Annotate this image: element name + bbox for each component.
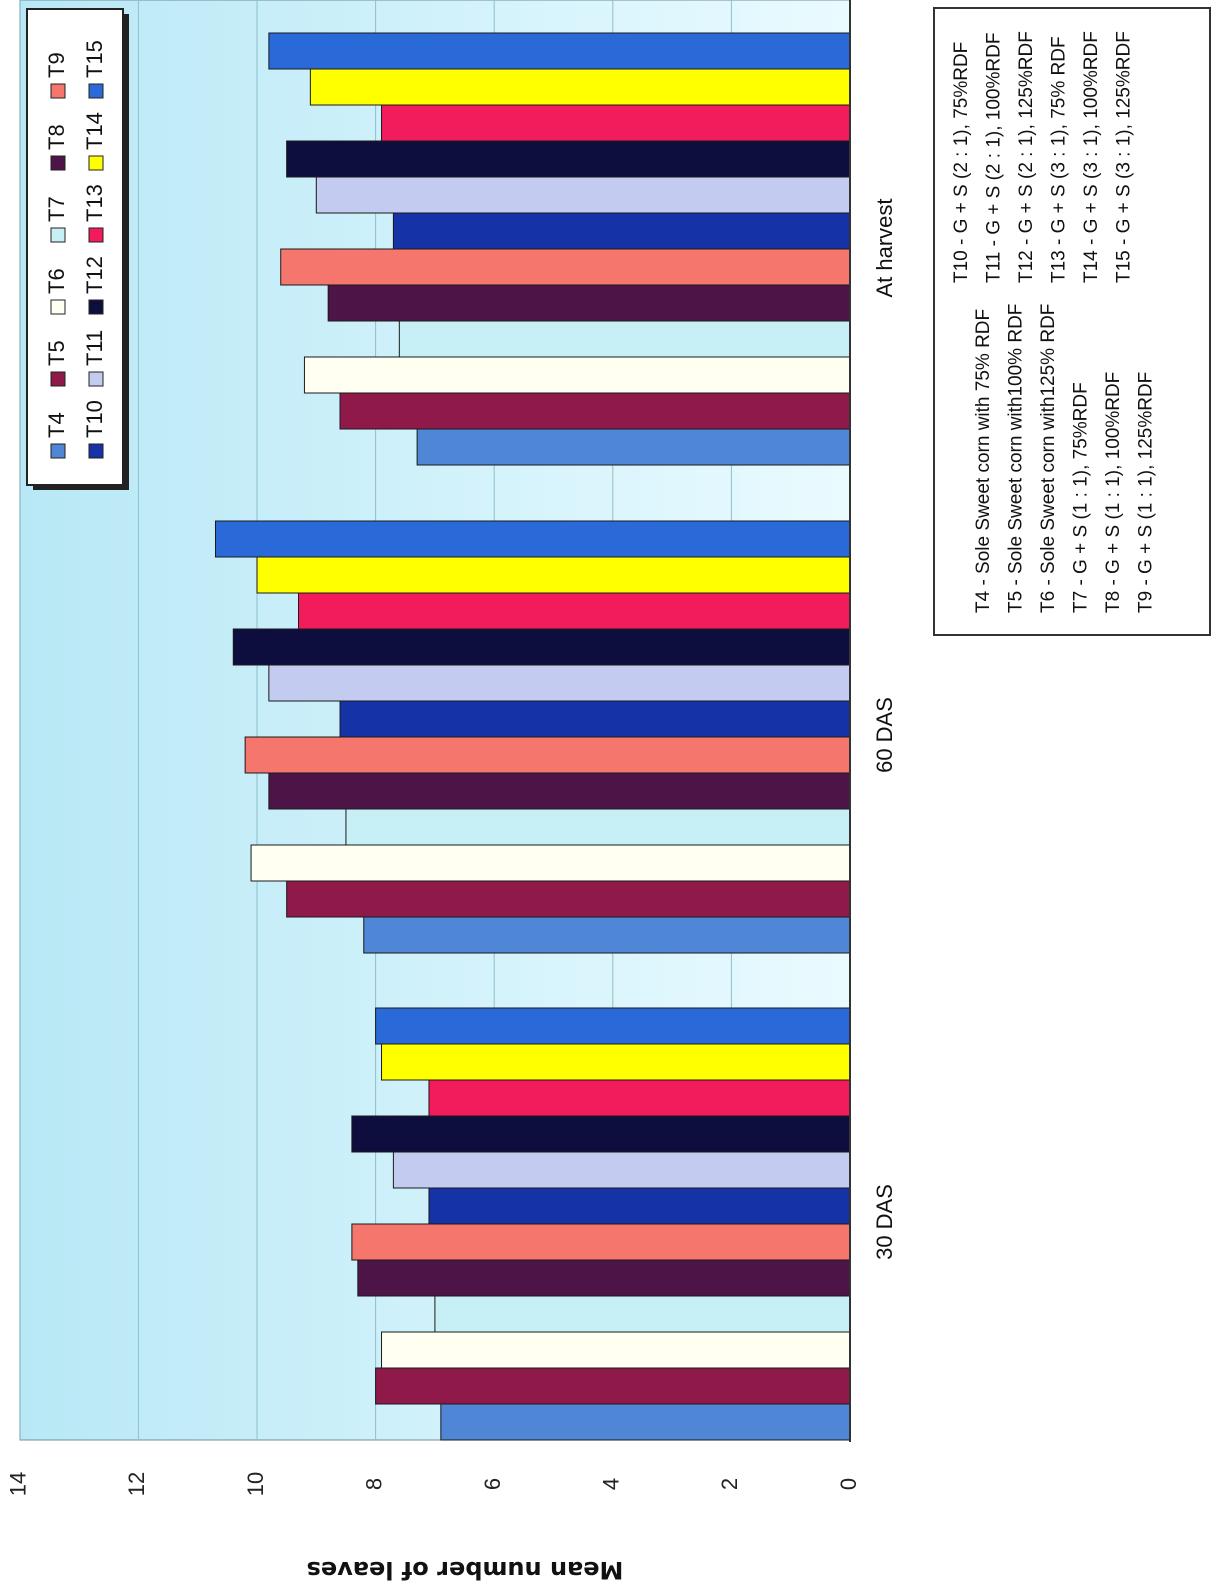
bar-t15-0 [375,1007,851,1045]
tick-label: 4 [599,1478,624,1490]
bar-t11-0 [392,1151,851,1189]
legend-swatch-t13 [88,227,104,243]
note-left-3: T7 - G + S (1 : 1), 75%RDF [1071,382,1092,613]
bar-t10-2 [392,212,851,250]
bar-t10-1 [339,700,851,738]
category-label: 30 DAS [872,1184,897,1260]
legend-label-t8: T8 [44,124,69,150]
bar-t14-1 [256,556,851,594]
tick-label: 10 [243,1472,268,1496]
legend-swatch-t11 [88,371,104,387]
legend-swatch-t6 [50,299,66,315]
bar-t5-1 [286,880,851,918]
bar-t9-0 [351,1223,851,1261]
legend-label-t11: T11 [82,330,107,366]
legend-swatch-t7 [50,227,66,243]
note-left-1: T5 - Sole Sweet corn with100% RDF [1006,304,1027,613]
legend-label-t7: T7 [44,196,69,222]
legend-swatch-t8 [50,155,66,171]
bar-t6-1 [250,844,851,882]
bar-t8-0 [357,1259,851,1297]
legend-swatch-t14 [88,155,104,171]
bar-t8-2 [327,284,851,322]
bar-t12-2 [286,140,851,178]
bar-t12-0 [351,1115,851,1153]
legend-swatch-t15 [88,83,104,99]
note-right-0: T10 - G + S (2 : 1), 75%RDF [951,42,972,283]
note-left-4: T8 - G + S (1 : 1), 100%RDF [1103,372,1124,613]
bar-t8-1 [268,772,851,810]
bar-t11-1 [268,664,851,702]
bar-t13-2 [381,104,851,142]
legend-swatch-t4 [50,443,66,459]
legend-label-t5: T5 [44,340,69,366]
bar-t4-2 [416,428,851,466]
bar-t12-1 [232,628,851,666]
bar-t7-0 [434,1295,851,1333]
note-right-2: T12 - G + S (2 : 1), 125%RDF [1016,31,1037,283]
bar-t15-1 [214,520,851,558]
note-left-5: T9 - G + S (1 : 1), 125%RDF [1136,372,1157,613]
bar-t4-0 [440,1403,851,1441]
legend-box [26,8,124,486]
note-left-2: T6 - Sole Sweet corn with125% RDF [1038,304,1059,613]
legend-swatch-t5 [50,371,66,387]
tick-label: 8 [361,1478,386,1490]
legend-label-t14: T14 [82,112,107,150]
tick-label: 0 [836,1478,861,1490]
bar-t6-2 [303,356,851,394]
legend-label-t10: T10 [82,400,107,438]
tick-label: 12 [124,1472,149,1496]
treatment-key-box [933,7,1211,636]
legend-label-t15: T15 [82,40,107,78]
bar-t10-0 [428,1187,851,1225]
bar-t14-0 [381,1043,851,1081]
bar-t9-2 [280,248,851,286]
y-axis-label: Mean number of leaves [307,1556,624,1584]
bar-t4-1 [363,916,851,954]
legend-label-t12: T12 [82,256,107,294]
bar-t5-0 [375,1367,851,1405]
note-right-1: T11 - G + S (2 : 1), 100%RDF [984,33,1005,283]
bar-t14-2 [309,68,851,106]
bar-t5-2 [339,392,851,430]
tick-label: 6 [480,1478,505,1490]
bar-t13-1 [298,592,851,630]
bar-t9-1 [244,736,851,774]
bar-t11-2 [315,176,851,214]
bar-t7-1 [345,808,851,846]
bar-t6-0 [381,1331,851,1369]
bar-t7-2 [398,320,851,358]
note-left-0: T4 - Sole Sweet corn with 75% RDF [973,309,994,613]
legend-label-t13: T13 [82,184,107,222]
tick-label: 2 [717,1478,742,1490]
note-right-3: T13 - G + S (3 : 1), 75% RDF [1049,36,1070,283]
bar-t13-0 [428,1079,851,1117]
category-label: At harvest [872,198,897,297]
note-right-4: T14 - G + S (3 : 1), 100%RDF [1081,31,1102,283]
legend: T4 T5 T6 T7 T8 T9 T10 T11 T12 T13 T14 T15 [26,8,129,490]
treatment-key: T4 - Sole Sweet corn with 75% RDF T5 - So… [933,7,1211,636]
legend-label-t6: T6 [44,268,69,294]
bar-t15-2 [268,32,851,70]
legend-swatch-t12 [88,299,104,315]
legend-swatch-t9 [50,83,66,99]
legend-swatch-t10 [88,443,104,459]
tick-label: 14 [6,1472,31,1496]
category-label: 60 DAS [872,697,897,773]
legend-label-t9: T9 [44,52,69,78]
legend-label-t4: T4 [44,412,69,438]
note-right-5: T15 - G + S (3 : 1), 125%RDF [1114,31,1135,283]
